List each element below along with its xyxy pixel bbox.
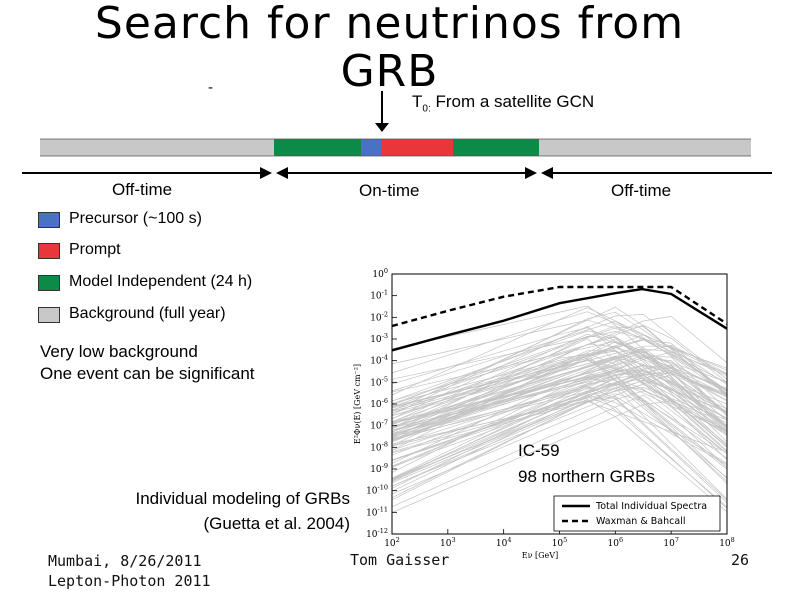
- grb-curve: [391, 307, 728, 396]
- y-tick-label: 10-12: [366, 527, 388, 540]
- y-tick-label: 10-3: [370, 332, 388, 345]
- grb-curve: [391, 370, 728, 492]
- grb-curve: [391, 382, 728, 454]
- slide-title: Search for neutrinos from GRB: [0, 0, 799, 96]
- y-tick-label: 10-7: [370, 419, 388, 432]
- series-wb-line: [391, 285, 728, 328]
- prompt-bar: [382, 139, 453, 156]
- grb-curve: [391, 375, 728, 441]
- background-bar-right: [539, 139, 751, 156]
- model-bar-right: [453, 139, 539, 156]
- grb-curve: [391, 390, 728, 495]
- y-tick-label: 10-8: [370, 440, 388, 453]
- grb-curve: [391, 356, 728, 479]
- t0-arrow-head: [375, 123, 389, 132]
- grb-curve: [391, 306, 728, 412]
- chart-legend-label-total: Total Individual Spectra: [595, 501, 707, 512]
- x-tick-label: 104: [496, 536, 512, 549]
- grb-curve: [391, 357, 728, 427]
- grb-curve: [391, 396, 728, 464]
- grb-curve: [391, 346, 728, 473]
- annotation-grbs: 98 northern GRBs: [518, 467, 655, 486]
- modeling-note: Individual modeling of GRBs (Guetta et a…: [135, 489, 350, 533]
- title-line-1: Search for neutrinos from: [94, 0, 685, 49]
- y-tick-label: 100: [372, 267, 388, 280]
- on-time-label: On-time: [359, 181, 420, 200]
- title-line-2: GRB: [340, 46, 439, 97]
- grb-curve: [391, 379, 728, 480]
- grb-curve: [391, 350, 728, 431]
- grb-curve: [391, 358, 728, 437]
- chart-legend-box: [553, 495, 721, 532]
- grb-curve: [391, 314, 728, 406]
- grb-curve: [391, 316, 728, 428]
- y-tick-label: 10-4: [370, 354, 388, 367]
- off-time-right-label: Off-time: [611, 181, 672, 200]
- annotation-ic59: IC-59: [518, 441, 560, 460]
- grb-curve: [391, 348, 728, 442]
- grb-curve: [391, 343, 728, 439]
- legend-swatch-prompt: [38, 243, 60, 259]
- grb-curve: [391, 311, 728, 416]
- series-total-line: [391, 287, 728, 352]
- footer-author: Tom Gaisser: [350, 551, 450, 569]
- x-tick-label: 106: [608, 536, 624, 549]
- grb-curve: [391, 364, 728, 489]
- chart-legend-label-wb: Waxman & Bahcall: [596, 516, 685, 527]
- y-tick-label: 10-10: [366, 484, 388, 497]
- page-number: 26: [731, 551, 750, 569]
- grb-curve: [391, 325, 728, 433]
- grb-curve: [391, 349, 728, 439]
- grb-curve: [391, 366, 728, 438]
- legend-swatch-model: [38, 275, 60, 291]
- grb-curve: [391, 395, 728, 479]
- x-tick-label: 108: [719, 536, 735, 549]
- model-bar-left: [274, 139, 361, 156]
- grb-curve: [391, 319, 728, 369]
- notes: Very low background One event can be sig…: [40, 342, 255, 383]
- stray-mark: -: [208, 80, 214, 96]
- grb-curve: [391, 355, 728, 414]
- legend-swatch-precursor: [38, 212, 60, 228]
- grb-curve: [391, 320, 728, 394]
- grb-curve: [391, 351, 728, 456]
- grb-curve: [391, 311, 728, 374]
- grb-curve: [391, 352, 728, 436]
- x-tick-label: 102: [384, 536, 400, 549]
- x-tick-label: 105: [552, 536, 568, 549]
- footer-left: Mumbai, 8/26/2011 Lepton-Photon 2011: [48, 552, 211, 590]
- grb-curve: [391, 360, 728, 412]
- y-tick-label: 10-2: [370, 310, 388, 323]
- grb-curve: [391, 374, 728, 487]
- grb-curve: [391, 397, 728, 501]
- grb-curve: [391, 333, 728, 423]
- precursor-bar: [361, 139, 382, 156]
- grb-curve: [391, 379, 728, 459]
- y-tick-label: 10-11: [366, 505, 388, 518]
- y-axis-label: E²Φν(E) [GeV cm⁻²]: [353, 364, 362, 444]
- grb-curve: [391, 377, 728, 480]
- grb-curve: [391, 345, 728, 412]
- grb-curve: [391, 385, 728, 503]
- timeline-diagram: [22, 91, 772, 179]
- grb-curve: [391, 394, 728, 508]
- grb-curve: [391, 383, 728, 461]
- y-tick-label: 10-9: [370, 462, 388, 475]
- x-tick-label: 107: [663, 536, 679, 549]
- grb-curve: [391, 338, 728, 454]
- x-tick-label: 103: [440, 536, 456, 549]
- y-tick-label: 10-5: [370, 375, 388, 388]
- y-tick-label: 10-1: [370, 289, 388, 302]
- background-bar-left: [40, 139, 274, 156]
- flux-chart: 102 103 104 105 106 107 108 100 10-1 10-2 10-3 10-4…: [353, 267, 735, 560]
- y-tick-label: 10-6: [370, 397, 388, 410]
- x-axis-label: Eν [GeV]: [522, 551, 558, 560]
- grb-curve: [391, 354, 728, 482]
- t0-label: T0: From a satellite GCN: [412, 92, 595, 115]
- grb-curve: [391, 393, 728, 468]
- grb-curve: [391, 367, 728, 433]
- grb-curve: [391, 369, 728, 435]
- legend-swatch-background: [38, 307, 60, 323]
- off-time-left-label: Off-time: [112, 180, 173, 199]
